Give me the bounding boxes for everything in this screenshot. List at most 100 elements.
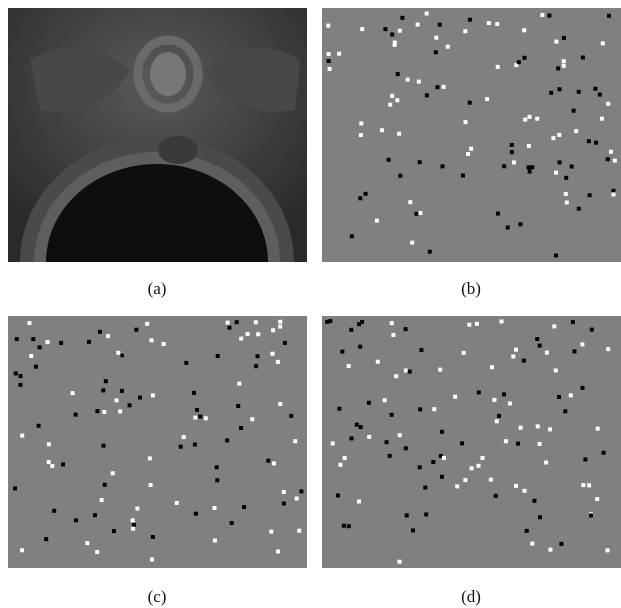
pixel-dot bbox=[331, 442, 335, 446]
pixel-dot bbox=[29, 354, 33, 358]
pixel-dot bbox=[347, 524, 351, 528]
pixel-dot bbox=[467, 323, 471, 327]
pixel-dot bbox=[391, 333, 395, 337]
pixel-dot bbox=[328, 67, 332, 71]
pixel-dot bbox=[376, 360, 380, 364]
pixel-dot bbox=[337, 407, 341, 411]
pixel-dot bbox=[477, 390, 481, 394]
pixel-dot bbox=[236, 404, 240, 408]
pixel-dot bbox=[580, 342, 584, 346]
pixel-dot bbox=[100, 498, 104, 502]
pixel-dot bbox=[461, 174, 465, 178]
map-panel bbox=[8, 316, 307, 568]
panel-label: (d) bbox=[461, 587, 481, 606]
pixel-dot bbox=[148, 456, 152, 460]
pixel-dot bbox=[468, 101, 472, 105]
pixel-dot bbox=[59, 341, 63, 345]
pixel-dot bbox=[570, 165, 574, 169]
pixel-dot bbox=[74, 518, 78, 522]
pixel-dot bbox=[530, 165, 534, 169]
pixel-dot bbox=[383, 398, 387, 402]
pixel-dot bbox=[497, 414, 501, 418]
pixel-dot bbox=[271, 328, 275, 332]
pixel-dot bbox=[61, 462, 65, 466]
pixel-dot bbox=[590, 328, 594, 332]
pixel-dot bbox=[446, 45, 450, 49]
pixel-dot bbox=[508, 402, 512, 406]
pixel-dot bbox=[463, 478, 467, 482]
pixel-dot bbox=[359, 121, 363, 125]
pixel-dot bbox=[364, 192, 368, 196]
pixel-dot bbox=[500, 320, 504, 324]
pixel-dot bbox=[442, 456, 446, 460]
pixel-dot bbox=[50, 464, 54, 468]
pixel-dot bbox=[598, 93, 602, 97]
pixel-dot bbox=[325, 320, 329, 324]
pixel-dot bbox=[545, 351, 549, 355]
pixel-dot bbox=[74, 413, 78, 417]
pixel-dot bbox=[19, 374, 23, 378]
pixel-dot bbox=[538, 515, 542, 519]
pixel-dot bbox=[95, 409, 99, 413]
pixel-dot bbox=[226, 321, 230, 325]
pixel-dot bbox=[522, 28, 526, 32]
pixel-dot bbox=[581, 386, 585, 390]
pixel-dot bbox=[504, 439, 508, 443]
pixel-dot bbox=[388, 103, 392, 107]
pixel-dot bbox=[198, 415, 202, 419]
pixel-dot bbox=[557, 395, 561, 399]
pixel-dot bbox=[254, 364, 258, 368]
pixel-dot bbox=[436, 85, 440, 89]
pixel-dot bbox=[282, 490, 286, 494]
pixel-dot bbox=[554, 171, 558, 175]
pixel-dot bbox=[283, 341, 287, 345]
pixel-dot bbox=[466, 152, 470, 156]
pixel-dot bbox=[112, 529, 116, 533]
pixel-dot bbox=[502, 392, 506, 396]
pixel-dot bbox=[565, 201, 569, 205]
pixel-dot bbox=[607, 14, 611, 18]
pixel-dot bbox=[204, 416, 208, 420]
pixel-dot bbox=[239, 426, 243, 430]
pixel-dot bbox=[20, 548, 24, 552]
pixel-dot bbox=[411, 528, 415, 532]
pixel-dot bbox=[574, 129, 578, 133]
pixel-dot bbox=[390, 94, 394, 98]
pixel-dot bbox=[438, 368, 442, 372]
pixel-dot bbox=[278, 325, 282, 329]
pixel-dot bbox=[548, 427, 552, 431]
pixel-dot bbox=[532, 499, 536, 503]
pixel-dot bbox=[102, 410, 106, 414]
pixel-dot bbox=[487, 21, 491, 25]
pixel-dot bbox=[573, 349, 577, 353]
pixel-dot bbox=[120, 389, 124, 393]
pixel-dot bbox=[358, 345, 362, 349]
pixel-dot bbox=[538, 344, 542, 348]
pixel-dot bbox=[527, 144, 531, 148]
pixel-dot bbox=[441, 164, 445, 168]
pixel-dot bbox=[213, 539, 217, 543]
pixel-dot bbox=[360, 27, 364, 31]
pixel-dot bbox=[398, 174, 402, 178]
pixel-dot bbox=[131, 518, 135, 522]
pixel-dot bbox=[540, 13, 544, 17]
pixel-dot bbox=[385, 440, 389, 444]
panel-label: (a) bbox=[148, 279, 167, 298]
pixel-dot bbox=[415, 212, 419, 216]
pixel-dot bbox=[512, 160, 516, 164]
pixel-dot bbox=[250, 417, 254, 421]
pixel-dot bbox=[338, 463, 342, 467]
pixel-dot bbox=[528, 115, 532, 119]
pixel-dot bbox=[587, 483, 591, 487]
pixel-dot bbox=[151, 393, 155, 397]
pixel-dot bbox=[494, 494, 498, 498]
pixel-dot bbox=[289, 414, 293, 418]
pixel-dot bbox=[519, 426, 523, 430]
pixel-dot bbox=[611, 189, 615, 193]
pixel-dot bbox=[404, 369, 408, 373]
pixel-dot bbox=[554, 254, 558, 258]
pixel-dot bbox=[600, 117, 604, 121]
pixel-dot bbox=[228, 326, 232, 330]
pixel-dot bbox=[31, 337, 35, 341]
pixel-dot bbox=[516, 442, 520, 446]
